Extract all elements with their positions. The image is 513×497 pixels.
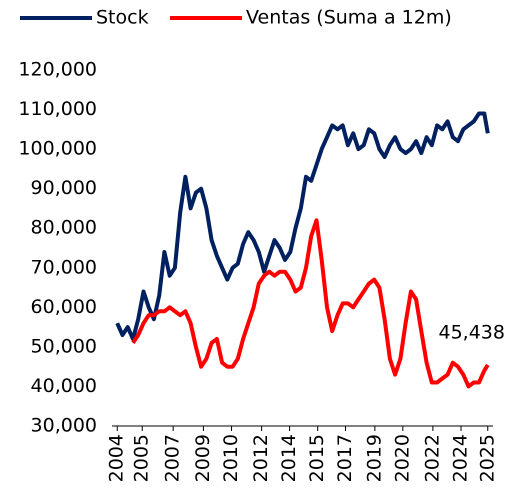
x-tick-label: 2024 [450, 434, 472, 482]
x-tick-label: 2007 [162, 434, 184, 482]
x-tick-label: 2017 [334, 434, 356, 482]
y-tick-label: 110,000 [18, 98, 97, 120]
y-tick-label: 30,000 [31, 415, 97, 437]
legend-label: Ventas (Suma a 12m) [246, 7, 452, 29]
y-tick-label: 70,000 [31, 256, 97, 278]
y-tick-label: 60,000 [31, 296, 97, 318]
y-tick-label: 120,000 [18, 59, 97, 81]
x-tick-label: 2014 [278, 434, 300, 482]
series-line [131, 218, 490, 389]
x-tick-label: 2020 [391, 434, 413, 482]
series-line [115, 111, 490, 341]
y-tick-label: 80,000 [31, 217, 97, 239]
x-tick-label: 2004 [106, 434, 128, 482]
y-tick-label: 40,000 [31, 375, 97, 397]
data-label: 45,438 [439, 321, 505, 343]
x-tick-label: 2009 [192, 434, 214, 482]
legend-label: Stock [96, 7, 149, 29]
x-tick-label: 2019 [363, 434, 385, 482]
x-tick-label: 2010 [220, 434, 242, 482]
x-tick-label: 2022 [421, 434, 443, 482]
x-tick-label: 2012 [250, 434, 272, 482]
x-tick-label: 2005 [131, 434, 153, 482]
y-tick-label: 90,000 [31, 177, 97, 199]
y-tick-label: 50,000 [31, 335, 97, 357]
x-tick-label: 2015 [306, 434, 328, 482]
x-tick-label: 2025 [476, 434, 498, 482]
y-tick-label: 100,000 [18, 138, 97, 160]
